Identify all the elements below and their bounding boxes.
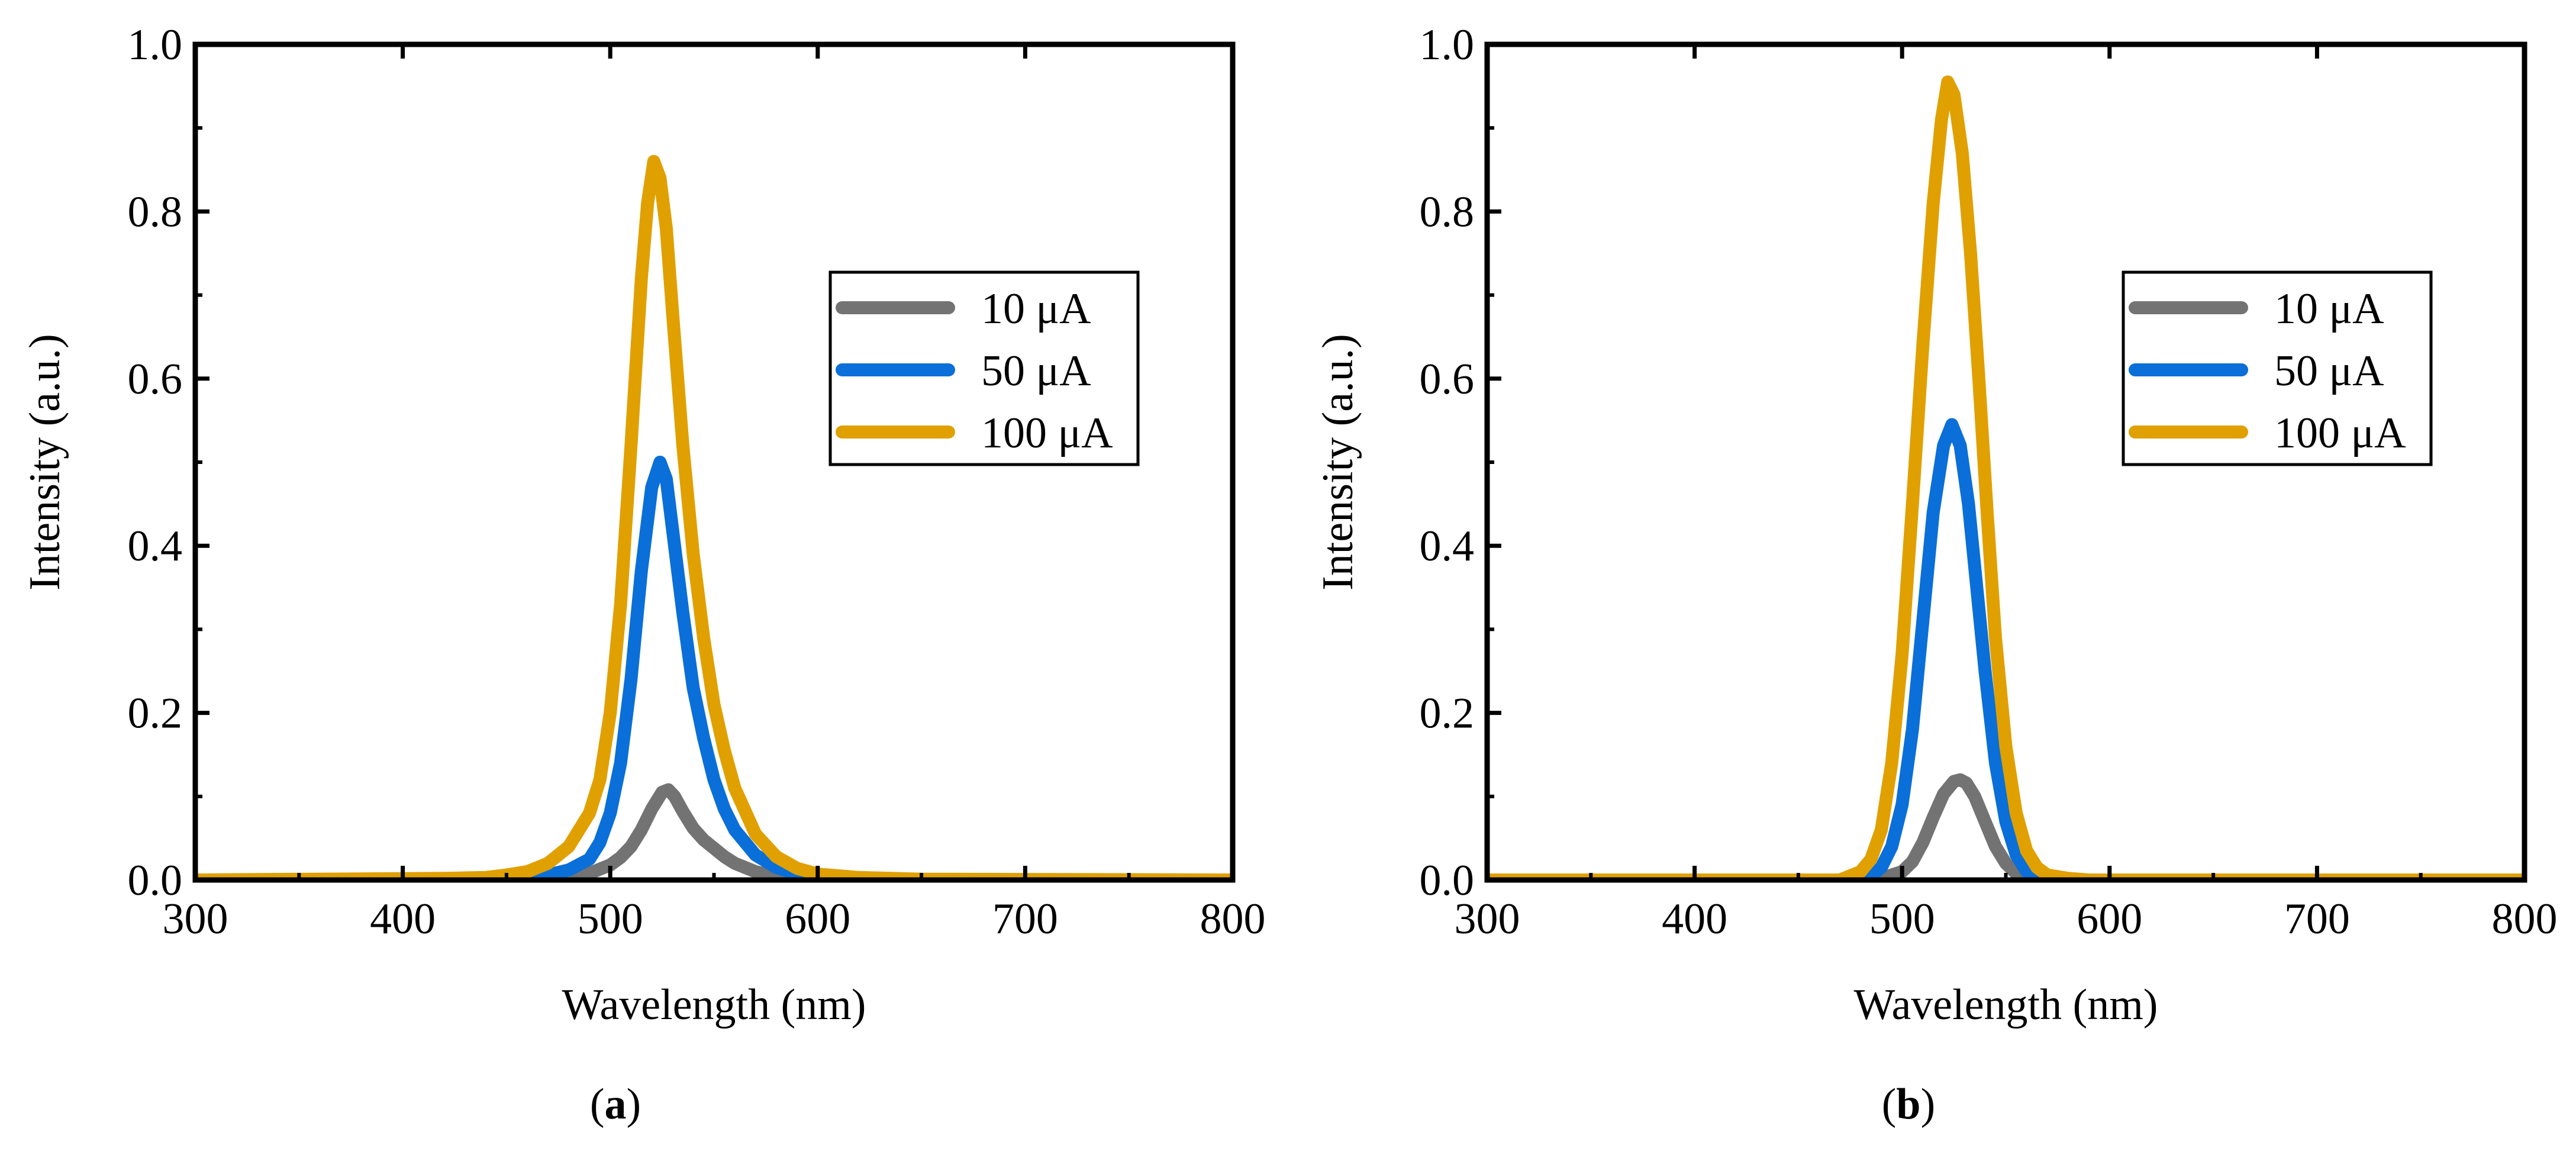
y-tick-label: 1.0 xyxy=(1420,21,1475,69)
panel-caption: (a) xyxy=(590,1080,641,1129)
y-tick-label: 0.2 xyxy=(1420,689,1475,738)
x-tick-label: 500 xyxy=(578,895,643,943)
caption-open: ( xyxy=(590,1080,605,1129)
x-tick-label: 800 xyxy=(1200,895,1266,943)
panel-b: 300 400 500 600 700 800 0.0 0.2 0.4 0.6 0.8 1.0 Wave… xyxy=(1314,21,2558,1129)
x-tick-label: 800 xyxy=(2492,895,2558,943)
series-lines xyxy=(1487,75,2525,880)
caption-close: ) xyxy=(1921,1080,1936,1129)
legend-label: 50 μA xyxy=(2274,347,2384,395)
y-tick-label: 0.0 xyxy=(1420,856,1475,905)
caption-open: ( xyxy=(1882,1080,1897,1129)
x-axis-title: Wavelength (nm) xyxy=(1854,981,2158,1029)
legend-label: 100 μA xyxy=(981,409,1113,457)
series-lines xyxy=(195,154,1233,880)
x-tick-label: 600 xyxy=(2077,895,2142,943)
x-tick-label: 700 xyxy=(2284,895,2350,943)
y-tick-label: 0.8 xyxy=(128,188,183,236)
x-axis-title: Wavelength (nm) xyxy=(562,981,866,1029)
legend-label: 10 μA xyxy=(981,285,1091,333)
caption-letter: b xyxy=(1896,1080,1920,1129)
x-tick-label: 300 xyxy=(1455,895,1520,943)
series-line-2 xyxy=(1487,75,2525,880)
series-line-2 xyxy=(195,154,1233,880)
series-line-0 xyxy=(195,783,1233,880)
x-tick-label: 300 xyxy=(163,895,228,943)
x-tick-label: 400 xyxy=(370,895,436,943)
x-tick-label: 600 xyxy=(785,895,850,943)
y-tick-label: 0.0 xyxy=(128,856,183,905)
y-tick-label: 0.8 xyxy=(1420,188,1475,236)
legend: 10 μA 50 μA 100 μA xyxy=(828,270,1140,466)
x-tick-label: 500 xyxy=(1869,895,1935,943)
caption-letter: a xyxy=(605,1080,627,1129)
y-tick-label: 0.6 xyxy=(128,355,183,404)
caption-close: ) xyxy=(627,1080,641,1129)
series-line-1 xyxy=(1487,418,2525,880)
panel-caption: (b) xyxy=(1882,1080,1935,1129)
legend-label: 10 μA xyxy=(2274,285,2384,333)
y-axis-title: Intensity (a.u.) xyxy=(1314,334,1362,591)
x-tick-label: 700 xyxy=(992,895,1058,943)
legend-label: 50 μA xyxy=(981,347,1091,395)
legend-label: 100 μA xyxy=(2274,409,2406,457)
series-line-1 xyxy=(195,456,1233,880)
y-tick-label: 0.6 xyxy=(1420,355,1475,404)
legend: 10 μA 50 μA 100 μA xyxy=(2122,270,2433,466)
y-tick-label: 1.0 xyxy=(128,21,183,69)
y-tick-label: 0.4 xyxy=(1420,522,1475,570)
panel-a: 300 400 500 600 700 800 0.0 0.2 0.4 0.6 0.8 1.0 Wave… xyxy=(21,21,1266,1129)
y-axis-title: Intensity (a.u.) xyxy=(21,334,69,591)
y-tick-label: 0.4 xyxy=(128,522,183,570)
x-tick-label: 400 xyxy=(1662,895,1727,943)
y-tick-label: 0.2 xyxy=(128,689,183,738)
